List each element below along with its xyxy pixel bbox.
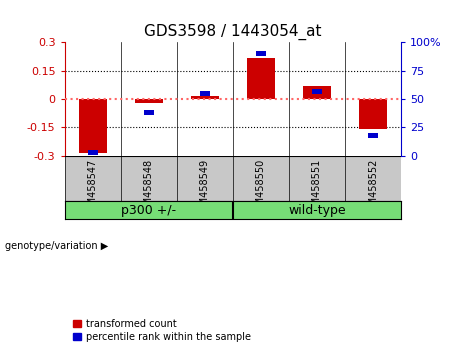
Text: wild-type: wild-type — [288, 204, 346, 217]
Bar — [78, 99, 106, 153]
Text: GSM458552: GSM458552 — [368, 159, 378, 218]
Text: p300 +/-: p300 +/- — [121, 204, 176, 217]
Text: GSM458547: GSM458547 — [88, 159, 98, 218]
Bar — [256, 51, 266, 56]
Bar — [88, 150, 98, 155]
Title: GDS3598 / 1443054_at: GDS3598 / 1443054_at — [144, 23, 322, 40]
Bar — [303, 86, 331, 99]
Text: GSM458548: GSM458548 — [144, 159, 154, 218]
Text: GSM458551: GSM458551 — [312, 159, 322, 218]
Bar — [359, 99, 387, 129]
Text: GSM458549: GSM458549 — [200, 159, 210, 218]
Legend: transformed count, percentile rank within the sample: transformed count, percentile rank withi… — [70, 315, 255, 346]
Bar — [144, 110, 154, 115]
Bar — [200, 91, 210, 96]
Bar — [135, 99, 163, 103]
Bar — [312, 89, 322, 93]
Text: GSM458550: GSM458550 — [256, 159, 266, 218]
Text: genotype/variation ▶: genotype/variation ▶ — [5, 241, 108, 251]
Bar — [368, 133, 378, 138]
Bar — [191, 96, 219, 99]
Bar — [247, 58, 275, 99]
